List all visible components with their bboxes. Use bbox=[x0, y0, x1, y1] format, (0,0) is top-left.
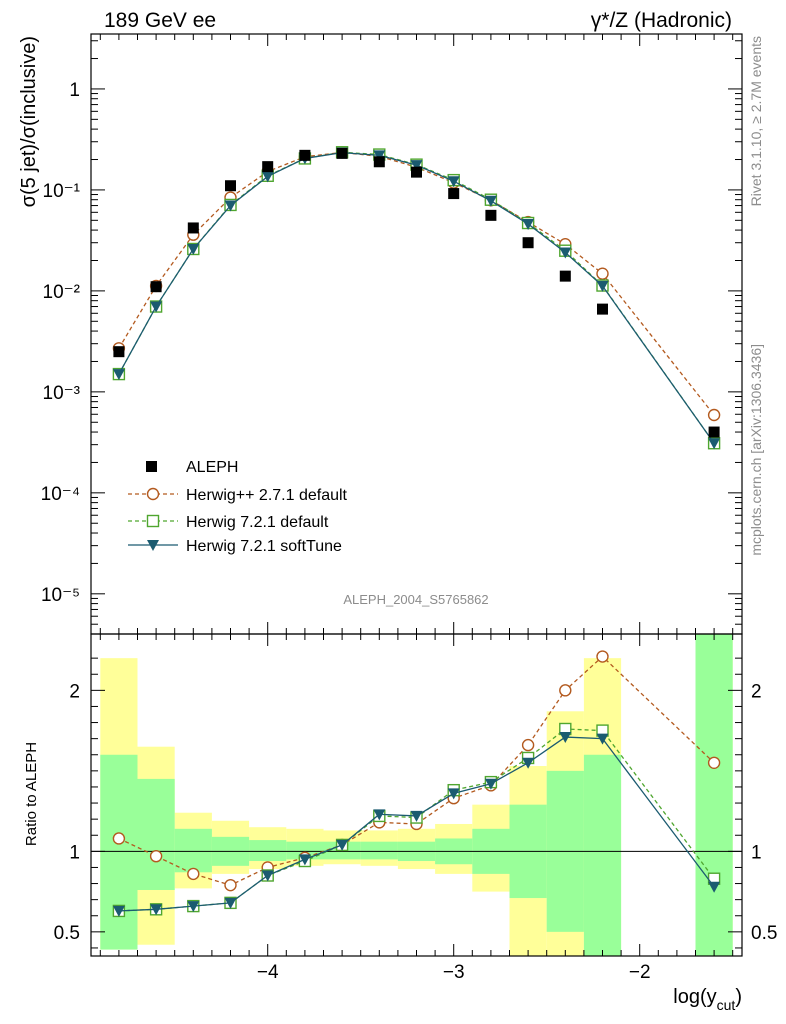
series-3-ratio-point bbox=[522, 757, 535, 769]
series-0-point bbox=[225, 180, 236, 192]
series-3-point bbox=[596, 280, 609, 292]
series-0-point bbox=[411, 166, 422, 178]
x-tick-label: −2 bbox=[629, 962, 651, 983]
series-3-point bbox=[150, 301, 163, 313]
series-3-point bbox=[522, 218, 535, 230]
series-3-ratio-point bbox=[373, 809, 386, 821]
series-0-point bbox=[559, 270, 571, 282]
legend-label-herwig7-softtune: Herwig 7.2.1 softTune bbox=[186, 538, 342, 555]
ratio-band-green-1 bbox=[137, 778, 175, 890]
ratio-band-green-7 bbox=[360, 841, 398, 860]
series-3-point bbox=[484, 195, 497, 207]
y-tick-label: 10⁻³ bbox=[43, 383, 81, 404]
x-tick-label: −4 bbox=[257, 962, 279, 983]
ratio-tick-label-right: 1 bbox=[751, 842, 762, 863]
ratio-band-green-0 bbox=[100, 754, 138, 950]
ratio-tick-label-left: 2 bbox=[69, 681, 80, 702]
rivet-label: Rivet 3.1.10, ≥ 2.7M events bbox=[748, 36, 764, 206]
series-0-point bbox=[597, 303, 608, 315]
ticks: −4 −3 −2 10⁻⁵ 10⁻⁴ 10⁻³ 10⁻² 10⁻¹ 1 0.5 0.5 1 1 2 2 bbox=[41, 34, 777, 983]
series-0-point bbox=[336, 147, 348, 159]
y-tick-label: 10⁻⁵ bbox=[41, 585, 80, 606]
x-axis-label: log(ycut) bbox=[673, 986, 742, 1013]
series-3-ratio-point bbox=[559, 732, 572, 744]
legend-label-herwig7-default: Herwig 7.2.1 default bbox=[186, 514, 329, 531]
ratio-tick-label-right: 0.5 bbox=[751, 923, 777, 944]
y-tick-label: 10⁻² bbox=[43, 282, 81, 303]
series-3-point bbox=[112, 369, 125, 381]
series-1-ratio-point bbox=[521, 738, 535, 752]
series-0-point bbox=[373, 156, 385, 168]
ratio-band-green-13 bbox=[583, 754, 622, 956]
series-3-ratio-point bbox=[410, 810, 423, 822]
ratio-tick-label-right: 2 bbox=[751, 681, 762, 702]
series-1-ratio-point bbox=[559, 684, 572, 697]
series-ratio bbox=[112, 650, 721, 918]
series-2-line bbox=[118, 151, 715, 444]
ratio-tick-label-left: 1 bbox=[69, 842, 80, 863]
header-right: γ*/Z (Hadronic) bbox=[591, 9, 732, 32]
series-0-point bbox=[708, 426, 720, 438]
series-0-point bbox=[522, 237, 534, 249]
series-3-point bbox=[261, 171, 274, 183]
ratio-y-axis-label: Ratio to ALEPH bbox=[23, 742, 40, 846]
legend: ALEPH Herwig++ 2.7.1 default Herwig 7.2.… bbox=[128, 459, 348, 555]
series-1-point bbox=[596, 267, 609, 280]
series-3-point bbox=[187, 243, 200, 255]
series-1-line bbox=[118, 151, 715, 416]
series-3-ratio-point bbox=[708, 881, 721, 893]
series-0-point bbox=[485, 209, 497, 221]
series-3-ratio-point bbox=[336, 839, 349, 851]
series-3-point bbox=[373, 150, 386, 162]
series-3-point bbox=[708, 438, 721, 450]
series-3-line bbox=[118, 151, 715, 444]
ratio-tick-label-left: 0.5 bbox=[54, 923, 80, 944]
series-3-ratio-point bbox=[261, 870, 274, 882]
y-axis-label: σ(5 jet)/σ(inclusive) bbox=[18, 36, 40, 207]
series-3-point bbox=[410, 160, 423, 172]
series-3-ratio-point bbox=[150, 904, 163, 916]
series-3-point bbox=[224, 200, 237, 212]
series-0-point bbox=[113, 346, 125, 358]
y-tick-label: 1 bbox=[69, 80, 80, 101]
series-0-point bbox=[448, 188, 460, 200]
series-1-ratio-point bbox=[596, 650, 609, 663]
series-0-point bbox=[262, 161, 274, 173]
series-main bbox=[112, 146, 721, 450]
series-3-point bbox=[559, 247, 572, 259]
series-0-point bbox=[187, 222, 199, 234]
legend-marker-herwigpp bbox=[146, 487, 160, 501]
series-1-ratio-point bbox=[224, 878, 237, 892]
series-1-ratio-point bbox=[149, 849, 163, 863]
header-left: 189 GeV ee bbox=[104, 9, 216, 32]
series-3-ratio-point bbox=[187, 901, 200, 913]
ratio-band-green-14 bbox=[695, 634, 733, 956]
series-3-ratio-point bbox=[596, 733, 609, 745]
y-tick-label: 10⁻¹ bbox=[43, 181, 81, 202]
legend-marker-aleph bbox=[146, 461, 157, 472]
series-3-ratio-point bbox=[112, 905, 125, 917]
legend-marker-herwig7-default bbox=[146, 514, 160, 528]
series-1-ratio-point bbox=[187, 867, 200, 881]
ratio-band-green-4 bbox=[249, 840, 287, 862]
mcplots-label: mcplots.cern.ch [arXiv:1306.3436] bbox=[748, 344, 764, 556]
legend-marker-herwig7-softtune bbox=[147, 540, 159, 551]
ratio-band-green-2 bbox=[174, 828, 212, 873]
series-3-ratio-point bbox=[447, 788, 460, 800]
series-0-point bbox=[150, 281, 162, 293]
series-3-ratio-point bbox=[298, 854, 311, 866]
legend-label-aleph: ALEPH bbox=[186, 459, 238, 476]
series-3-ratio-point bbox=[224, 897, 237, 909]
legend-label-herwigpp: Herwig++ 2.7.1 default bbox=[186, 487, 348, 504]
series-3-point bbox=[447, 176, 460, 188]
x-tick-label: −3 bbox=[443, 962, 465, 983]
y-tick-label: 10⁻⁴ bbox=[41, 484, 80, 505]
watermark: ALEPH_2004_S5765862 bbox=[343, 592, 488, 607]
series-0-point bbox=[299, 149, 311, 161]
series-3-ratio-point bbox=[484, 778, 497, 790]
series-1-point bbox=[707, 408, 721, 422]
series-1-ratio-point bbox=[707, 756, 721, 769]
series-1-ratio-point bbox=[112, 832, 126, 845]
